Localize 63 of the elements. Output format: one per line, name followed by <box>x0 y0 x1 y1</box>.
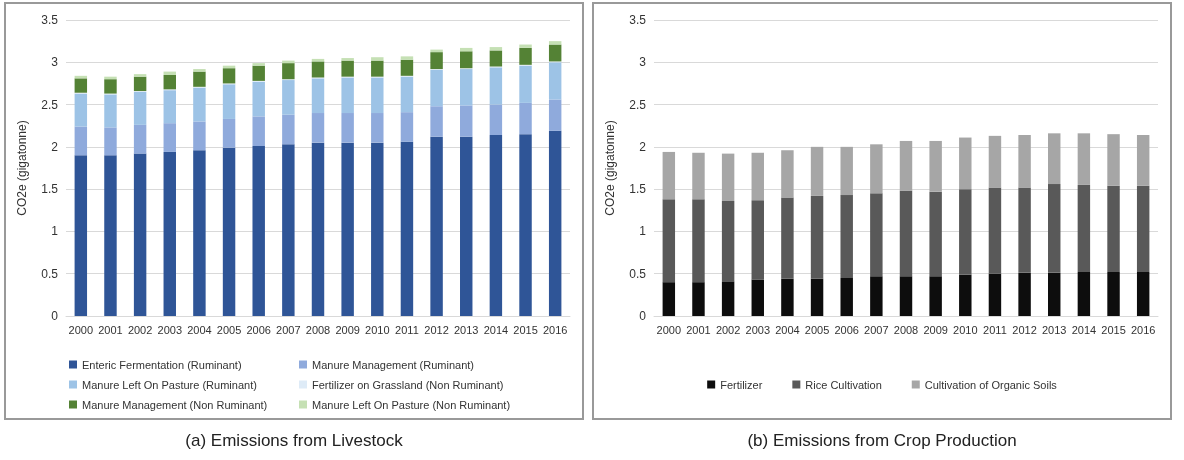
y-tick-label: 3.5 <box>629 13 647 27</box>
x-tick-label: 2004 <box>775 323 800 336</box>
legend-label: Enteric Fermentation (Ruminant) <box>82 358 242 371</box>
y-tick-label: 2.5 <box>41 97 59 112</box>
legend-label: Manure Left On Pasture (Ruminant) <box>82 378 257 391</box>
legend-label: Cultivation of Organic Soils <box>924 378 1058 391</box>
legend-label: Manure Left On Pasture (Non Ruminant) <box>312 398 511 411</box>
x-tick-label: 2016 <box>542 323 568 336</box>
x-tick-label: 2012 <box>1012 323 1037 336</box>
x-tick-label: 2013 <box>1041 323 1067 336</box>
x-tick-label: 2002 <box>715 323 741 336</box>
y-tick-label: 1 <box>51 224 59 239</box>
x-tick-label: 2011 <box>983 323 1007 336</box>
x-tick-label: 2014 <box>1071 323 1097 336</box>
x-tick-label: 2014 <box>483 323 509 336</box>
x-tick-label: 2010 <box>953 323 978 336</box>
y-axis-title: CO2e (gigatonne) <box>15 120 29 216</box>
x-tick-label: 2003 <box>157 323 183 336</box>
x-tick-label: 2008 <box>305 323 331 336</box>
y-tick-label: 3.5 <box>41 13 59 27</box>
x-tick-label: 2007 <box>276 323 301 336</box>
x-tick-label: 2000 <box>68 323 94 336</box>
x-tick-label: 2001 <box>686 323 711 336</box>
x-tick-label: 2009 <box>923 323 948 336</box>
text: (b) Emissions from Crop Production <box>747 431 1017 450</box>
x-tick-label: 2006 <box>246 323 271 336</box>
legend-label: Fertilizer on Grassland (Non Ruminant) <box>312 378 504 391</box>
y-tick-label: 0.5 <box>41 266 59 281</box>
x-tick-label: 2016 <box>1130 323 1156 336</box>
legend-label: Manure Management (Non Ruminant) <box>82 398 268 411</box>
x-tick-label: 2000 <box>656 323 682 336</box>
y-tick-label: 1.5 <box>629 182 647 197</box>
x-tick-label: 2009 <box>335 323 360 336</box>
y-tick-label: 0 <box>51 309 59 323</box>
x-tick-label: 2003 <box>745 323 771 336</box>
x-tick-label: 2015 <box>513 323 538 336</box>
y-tick-label: 1 <box>639 224 647 239</box>
y-tick-label: 2 <box>51 139 59 154</box>
x-tick-label: 2004 <box>187 323 212 336</box>
legend-label: Manure Management (Ruminant) <box>312 358 475 371</box>
x-tick-label: 2005 <box>216 323 242 336</box>
x-tick-label: 2007 <box>864 323 889 336</box>
x-tick-label: 2011 <box>395 323 419 336</box>
x-tick-label: 2005 <box>804 323 830 336</box>
x-tick-label: 2015 <box>1101 323 1126 336</box>
y-tick-label: 1.5 <box>41 182 59 197</box>
x-tick-label: 2002 <box>127 323 153 336</box>
y-tick-label: 2 <box>639 139 647 154</box>
legend-label: Fertilizer <box>720 378 763 391</box>
x-tick-label: 2008 <box>893 323 919 336</box>
x-tick-label: 2001 <box>98 323 123 336</box>
x-tick-label: 2012 <box>424 323 449 336</box>
x-tick-label: 2010 <box>365 323 390 336</box>
y-tick-label: 2.5 <box>629 97 647 112</box>
y-tick-label: 3 <box>51 55 59 70</box>
text: (a) Emissions from Livestock <box>185 431 404 450</box>
y-tick-label: 0.5 <box>629 266 647 281</box>
legend-label: Rice Cultivation <box>805 378 882 391</box>
y-tick-label: 0 <box>639 309 647 323</box>
x-tick-label: 2006 <box>834 323 859 336</box>
x-tick-label: 2013 <box>453 323 479 336</box>
y-axis-title: CO2e (gigatonne) <box>603 120 617 216</box>
y-tick-label: 3 <box>639 55 647 70</box>
